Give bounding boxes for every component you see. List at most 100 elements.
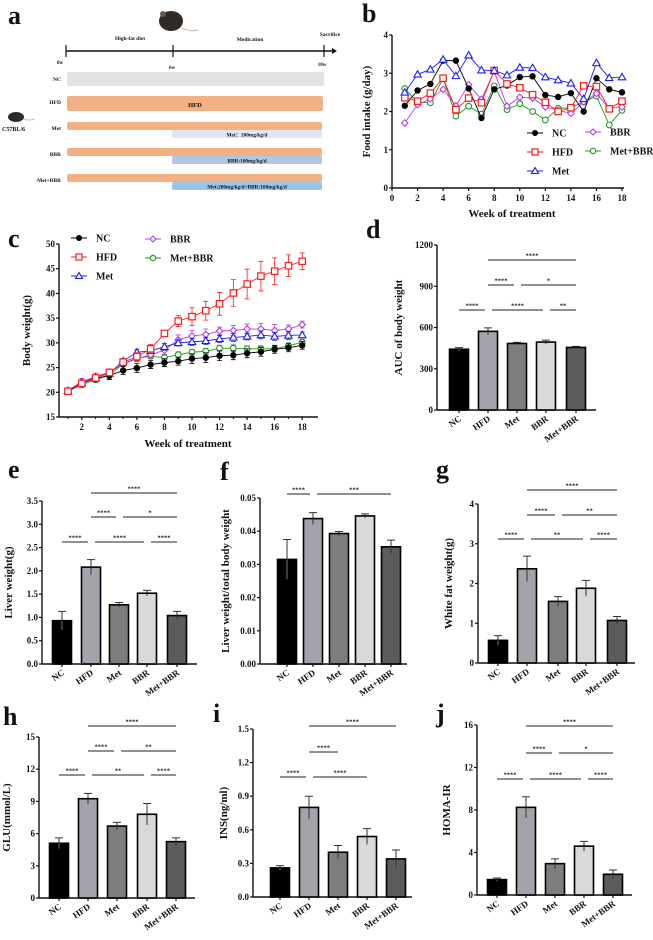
x-tick-label: Met [324,900,342,917]
marker-nc [243,350,251,357]
marker-nc [580,108,587,115]
significance-label: **** [97,510,110,517]
marker-hfd [160,329,169,338]
significance-label: **** [535,508,548,515]
marker-met-bbr [589,147,597,155]
marker-nc [516,73,523,81]
legend-item: Met+BBR [585,147,653,158]
significance-label: **** [287,770,300,777]
marker-bbr [503,102,511,111]
x-axis-label: Week of treatment [468,208,555,220]
y-tick-label: 0 [470,658,475,668]
marker-nc [618,89,626,96]
bar-hfd [302,517,324,665]
marker-nc [567,89,575,97]
x-tick-label: 6 [135,422,140,432]
marker-met [297,330,307,339]
marker-hfd [119,358,127,366]
x-tick-label: 12 [541,193,551,203]
significance-label: ** [586,508,593,515]
y-tick-label: 1.2 [238,758,250,768]
series-nc [64,340,306,395]
x-tick-label: NC [275,667,291,683]
bar-met-bbr [606,619,628,664]
series-line [404,60,623,120]
x-tick-label: 10 [515,193,525,203]
marker-nc [119,367,127,374]
x-tick-label: 14 [243,422,253,432]
marker-nc [606,86,613,93]
panel-c-chart: c 15 20 25 30 35 40 45 50 Body weight(g) 2 4 6 8 10 12 1… [8,224,318,450]
y-axis-label: Liver weight/total body weight [220,509,232,653]
significance-label: **** [346,719,359,726]
bar-met [547,600,569,664]
bar-hfd [477,330,499,411]
y-tick-label: 16 [464,720,474,730]
marker-met [173,338,183,347]
marker-nc [554,93,562,101]
scheme-row-label: HFD [49,100,61,106]
significance-label: **** [69,535,82,542]
x-tick-label: Met [544,666,562,683]
bar-bbr [136,592,158,665]
marker-met [579,94,589,103]
series-hfd [64,252,307,396]
marker-met-bbr [529,108,536,115]
legend-label: NC [96,234,110,245]
bar-hfd [298,806,320,898]
marker-nc [257,348,265,355]
x-tick-label: HFD [509,898,531,917]
significance-label: **** [594,772,607,779]
x-tick-label: 2 [415,193,420,203]
y-tick-label: 25 [46,363,56,373]
significance-label: **** [157,768,170,775]
legend-item: Met+BBR [145,254,214,265]
y-tick-label: 3 [384,68,389,78]
marker-nc [478,114,485,122]
marker-hfd [75,253,83,261]
x-tick-label: 4 [441,193,446,203]
significance-label: * [148,510,151,517]
marker-hfd [579,82,588,90]
y-tick-label: 35 [46,313,56,323]
marker-met [412,69,423,78]
bar-bbr [354,515,376,665]
series-line [404,69,623,112]
y-tick-label: 0.0 [238,892,250,902]
marker-met [425,64,435,73]
panel-label-e: e [8,455,20,484]
legend-label: BBR [610,128,631,139]
marker-nc [542,91,549,99]
marker-bbr [592,89,601,98]
series-met [63,330,307,395]
bar-nc [486,878,508,896]
legend-item: NC [527,129,566,140]
y-tick-label: 0.6 [238,825,250,835]
legend-item: BBR [585,128,631,139]
marker-met-bbr [541,116,549,124]
x-tick-label: 8 [162,422,167,432]
y-tick-label: 2 [470,579,475,589]
marker-hfd [77,379,86,388]
y-tick-label: 45 [46,264,56,274]
scheme-row-label: Met [52,126,62,132]
marker-hfd [452,105,460,114]
y-tick-label: 3 [470,539,475,549]
marker-hfd [592,82,601,91]
y-tick-label: 1 [470,618,475,628]
bar-hfd [516,567,538,664]
bar-bbr [573,845,595,896]
scheme-bar [67,148,322,156]
legend-item: BBR [145,235,191,246]
panel-label-b: b [362,0,376,28]
marker-bbr [426,94,435,103]
marker-met [566,78,576,87]
x-tick-label: BBR [569,666,590,685]
x-tick-label: HFD [71,901,93,920]
marker-hfd [439,74,447,83]
significance-label: **** [566,483,579,490]
significance-label: **** [66,768,79,775]
